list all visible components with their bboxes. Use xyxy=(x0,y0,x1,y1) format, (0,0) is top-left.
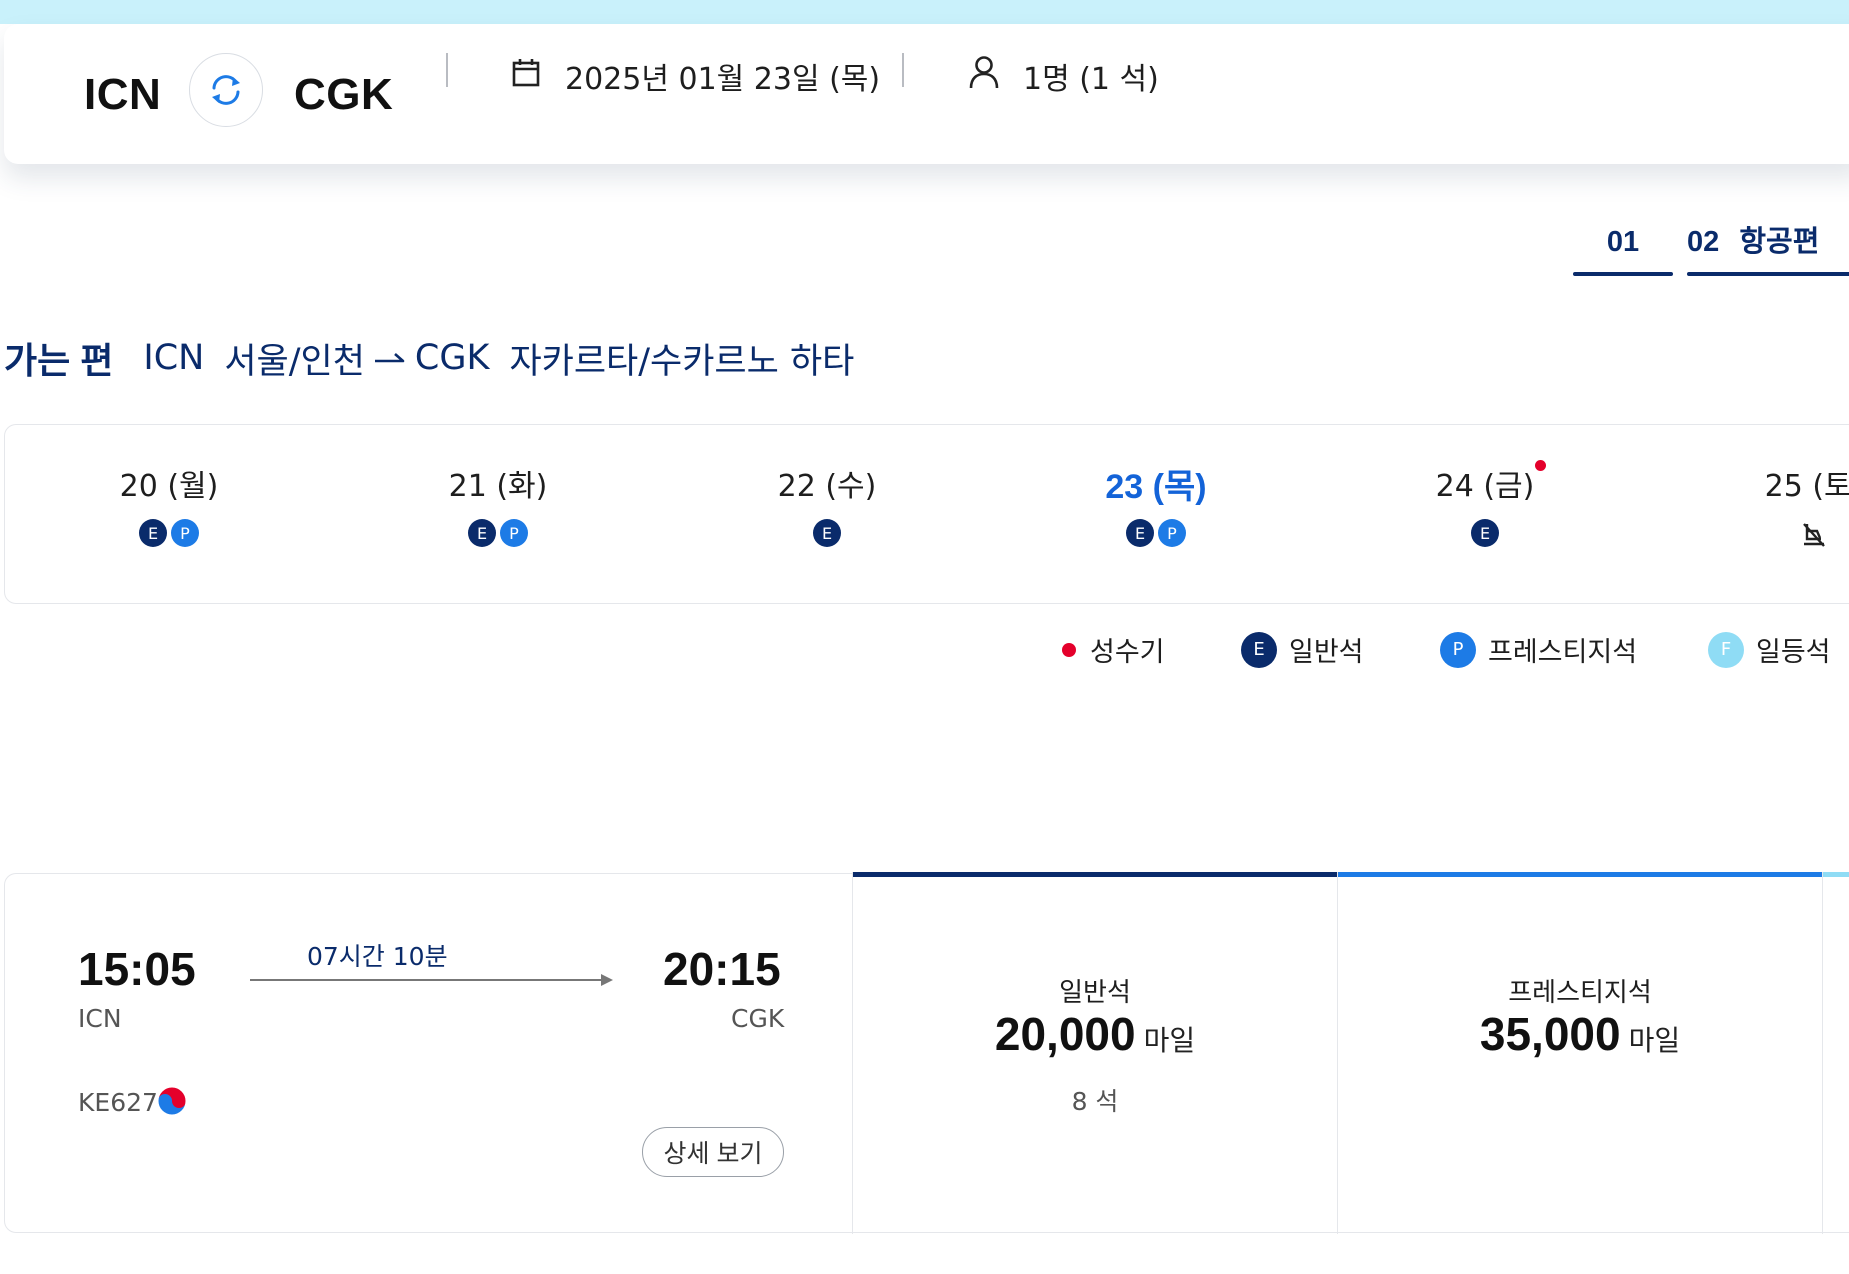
step-label: 항공편 xyxy=(1739,226,1820,258)
fare-seats-left: 8 석 xyxy=(1071,1087,1119,1116)
date-selector: 20 (월) E P 21 (화) E P 22 (수) E 23 (목) E … xyxy=(4,424,1849,604)
legend-label: 일등석 xyxy=(1756,637,1831,668)
date-label: 24 (금) xyxy=(1435,469,1535,504)
passenger-icon xyxy=(969,56,999,89)
legend-label: 일반석 xyxy=(1289,637,1364,668)
date-option[interactable]: 20 (월) E P xyxy=(69,467,269,549)
date-label: 25 (토) xyxy=(1764,469,1849,504)
route-origin-city: 서울/인천 xyxy=(224,341,365,382)
fare-cabin-label: 일반석 xyxy=(1059,978,1131,1008)
legend-prestige: P 프레스티지석 xyxy=(1440,630,1637,669)
korean-air-logo-icon xyxy=(157,1086,187,1116)
date-option[interactable]: 24 (금) E xyxy=(1385,460,1585,549)
step-01: 01 xyxy=(1573,220,1673,276)
first-class-badge: F xyxy=(1708,631,1744,668)
economy-badge: E xyxy=(1241,631,1277,668)
origin-airport-code[interactable]: ICN xyxy=(84,70,162,119)
date-label: 23 (목) xyxy=(1105,468,1207,506)
legend-label: 프레스티지석 xyxy=(1488,637,1638,668)
step-number: 01 xyxy=(1606,226,1640,258)
fare-economy[interactable]: 일반석 20,000 마일 8 석 xyxy=(852,872,1337,1234)
date-label: 21 (화) xyxy=(448,469,548,504)
fare-cabin-label: 프레스티지석 xyxy=(1508,978,1652,1008)
arrival-time: 20:15 xyxy=(663,943,781,995)
fare-miles: 20,000 xyxy=(994,1008,1136,1060)
arrival-airport: CGK xyxy=(731,1004,785,1033)
fare-accent-bar xyxy=(1338,872,1822,877)
fare-price: 20,000 마일 xyxy=(853,1007,1337,1061)
divider xyxy=(446,53,448,87)
route-origin-code: ICN xyxy=(143,338,205,378)
legend-first: F 일등석 xyxy=(1708,630,1831,669)
date-option[interactable]: 25 (토) xyxy=(1714,467,1849,549)
date-option[interactable]: 21 (화) E P xyxy=(398,467,598,549)
flight-detail-button[interactable]: 상세 보기 xyxy=(642,1127,784,1177)
date-option[interactable]: 22 (수) E xyxy=(727,467,927,549)
airplane-icon xyxy=(374,353,405,363)
prestige-badge: P xyxy=(1158,519,1186,547)
peak-season-dot xyxy=(1062,642,1076,657)
legend-peak: 성수기 xyxy=(1062,630,1165,669)
fare-first[interactable] xyxy=(1822,872,1849,1234)
fare-class-legend: 성수기 E 일반석 P 프레스티지석 F 일등석 xyxy=(0,630,1849,670)
economy-badge: E xyxy=(1471,519,1499,547)
divider xyxy=(902,53,904,87)
fare-accent-bar xyxy=(853,872,1337,877)
passenger-count[interactable]: 1명 (1 석) xyxy=(1023,62,1159,97)
date-label: 22 (수) xyxy=(777,469,877,504)
fare-miles: 35,000 xyxy=(1479,1008,1621,1060)
swap-icon xyxy=(212,75,240,105)
no-seats-icon xyxy=(1803,523,1825,547)
fare-unit: 마일 xyxy=(1628,1024,1681,1057)
departure-date[interactable]: 2025년 01월 23일 (목) xyxy=(565,62,881,97)
top-band xyxy=(0,0,1849,24)
departure-time: 15:05 xyxy=(78,943,196,995)
route-heading: 가는 편 ICN 서울/인천 CGK 자카르타/수카르노 하타 xyxy=(4,332,854,384)
fare-price: 35,000 마일 xyxy=(1338,1007,1822,1061)
legend-label: 성수기 xyxy=(1090,637,1165,668)
legend-economy: E 일반석 xyxy=(1241,630,1364,669)
prestige-badge: P xyxy=(171,519,199,547)
prestige-badge: P xyxy=(1440,631,1476,668)
destination-airport-code[interactable]: CGK xyxy=(294,70,394,119)
economy-badge: E xyxy=(813,519,841,547)
economy-badge: E xyxy=(139,519,167,547)
peak-season-dot xyxy=(1535,460,1546,471)
fare-accent-bar xyxy=(1823,872,1849,877)
route-destination-city: 자카르타/수카르노 하타 xyxy=(509,341,855,382)
departure-airport: ICN xyxy=(78,1004,122,1033)
fare-unit: 마일 xyxy=(1143,1024,1196,1057)
economy-badge: E xyxy=(1126,519,1154,547)
search-summary-bar xyxy=(4,24,1849,164)
date-option-selected[interactable]: 23 (목) E P xyxy=(1056,467,1256,549)
step-number: 02 xyxy=(1687,226,1720,258)
date-label: 20 (월) xyxy=(119,469,219,504)
arrow-right-icon xyxy=(601,974,613,986)
economy-badge: E xyxy=(468,519,496,547)
swap-route-button[interactable] xyxy=(189,53,263,127)
flight-duration: 07시간 10분 xyxy=(307,942,448,971)
flight-number: KE627 xyxy=(78,1088,158,1117)
route-destination-code: CGK xyxy=(414,338,490,378)
route-direction-label: 가는 편 xyxy=(4,340,114,381)
step-02: 02 항공편 xyxy=(1687,220,1849,276)
fare-prestige[interactable]: 프레스티지석 35,000 마일 xyxy=(1337,872,1822,1234)
calendar-icon xyxy=(512,59,540,87)
prestige-badge: P xyxy=(500,519,528,547)
duration-line xyxy=(250,979,610,981)
flight-result-card: 15:05 ICN 07시간 10분 20:15 CGK KE627 상세 보기… xyxy=(4,872,1849,1234)
